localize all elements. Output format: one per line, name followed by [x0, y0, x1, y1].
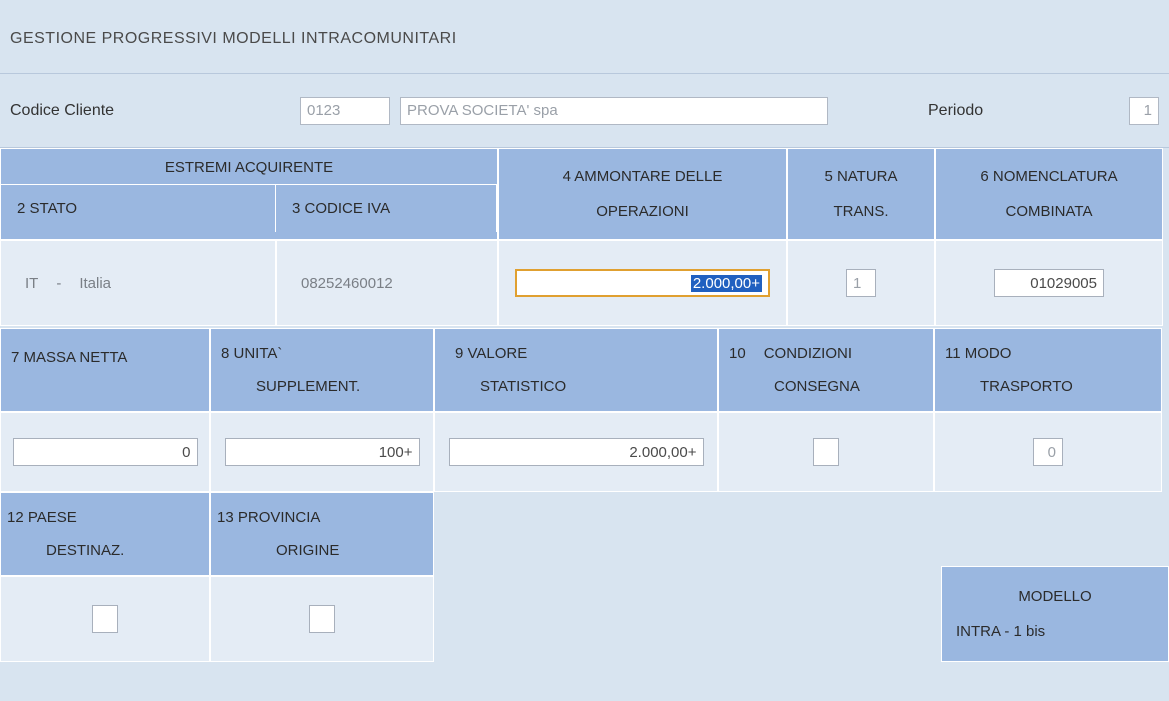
- header-unita-l1: 8 UNITA`: [211, 341, 433, 366]
- header-valore: 9 VALORE STATISTICO: [434, 328, 718, 412]
- value-provincia-cell: [210, 576, 434, 662]
- header-stato: 2 STATO: [1, 184, 276, 232]
- modello-cell: MODELLO INTRA - 1 bis: [941, 576, 1169, 662]
- header-nomenclatura-l1: 6 NOMENCLATURA: [936, 164, 1162, 189]
- periodo-label: Periodo: [928, 102, 1129, 120]
- client-row: Codice Cliente Periodo: [0, 74, 1169, 148]
- header-modo-l2: TRASPORTO: [935, 374, 1161, 399]
- periodo-input[interactable]: [1129, 97, 1159, 125]
- header-estremi: ESTREMI ACQUIRENTE 2 STATO 3 CODICE IVA: [0, 148, 498, 240]
- value-valore-cell: [434, 412, 718, 492]
- header-massa: 7 MASSA NETTA: [0, 328, 210, 412]
- modello-value: INTRA - 1 bis: [956, 623, 1154, 640]
- value-modo-cell: [934, 412, 1162, 492]
- header-valore-l2: STATISTICO: [435, 374, 717, 399]
- header-modo-l1: 11 MODO: [935, 341, 1161, 366]
- form-page: GESTIONE PROGRESSIVI MODELLI INTRACOMUNI…: [0, 0, 1169, 701]
- header-paese: 12 PAESE DESTINAZ.: [0, 492, 210, 576]
- header-modo: 11 MODO TRASPORTO: [934, 328, 1162, 412]
- header-massa-l1: 7 MASSA NETTA: [1, 345, 209, 370]
- client-code-label: Codice Cliente: [10, 102, 300, 120]
- client-name-input[interactable]: [400, 97, 828, 125]
- header-paese-l2: DESTINAZ.: [1, 538, 209, 563]
- value-nomenclatura-cell: [935, 240, 1163, 326]
- header-provincia-l1: 13 PROVINCIA: [211, 505, 433, 530]
- header-natura-l1: 5 NATURA: [788, 164, 934, 189]
- header-natura-l2: TRANS.: [788, 199, 934, 224]
- value-row-1: IT - Italia 08252460012 2.000,00+: [0, 240, 1169, 326]
- natura-input[interactable]: [846, 269, 876, 297]
- value-row-2: [0, 412, 1169, 492]
- provincia-input[interactable]: [309, 605, 335, 633]
- header-ammontare-l1: 4 AMMONTARE DELLE: [499, 164, 786, 189]
- modo-input[interactable]: [1033, 438, 1063, 466]
- ammontare-value: 2.000,00+: [691, 275, 762, 292]
- stato-name: Italia: [79, 275, 111, 292]
- modello-title: MODELLO: [956, 588, 1154, 605]
- value-codice-iva: 08252460012: [276, 240, 498, 326]
- value-stato: IT - Italia: [0, 240, 276, 326]
- header-condizioni: 10 CONDIZIONI CONSEGNA: [718, 328, 934, 412]
- nomenclatura-input[interactable]: [994, 269, 1104, 297]
- header-nomenclatura-l2: COMBINATA: [936, 199, 1162, 224]
- spacer: [434, 492, 1169, 576]
- value-paese-cell: [0, 576, 210, 662]
- header-unita-l2: SUPPLEMENT.: [211, 374, 433, 399]
- condizioni-input[interactable]: [813, 438, 839, 466]
- header-condizioni-l2: CONSEGNA: [719, 374, 933, 399]
- value-natura-cell: [787, 240, 935, 326]
- header-ammontare-l2: OPERAZIONI: [499, 199, 786, 224]
- header-ammontare: 4 AMMONTARE DELLE OPERAZIONI: [498, 148, 787, 240]
- header-row-3: 12 PAESE DESTINAZ. 13 PROVINCIA ORIGINE: [0, 492, 1169, 576]
- header-codice-iva: 3 CODICE IVA: [276, 184, 497, 232]
- massa-input[interactable]: [13, 438, 198, 466]
- value-ammontare-cell: 2.000,00+: [498, 240, 787, 326]
- value-row-3: MODELLO INTRA - 1 bis: [0, 576, 1169, 662]
- valore-input[interactable]: [449, 438, 704, 466]
- header-unita: 8 UNITA` SUPPLEMENT.: [210, 328, 434, 412]
- header-row-1: ESTREMI ACQUIRENTE 2 STATO 3 CODICE IVA …: [0, 148, 1169, 240]
- spacer-2: [434, 576, 941, 662]
- modello-panel: MODELLO INTRA - 1 bis: [941, 566, 1169, 662]
- ammontare-input[interactable]: 2.000,00+: [515, 269, 770, 297]
- header-condizioni-num: 10: [729, 345, 746, 362]
- value-massa-cell: [0, 412, 210, 492]
- header-valore-l1: 9 VALORE: [435, 341, 717, 366]
- header-row-2: 7 MASSA NETTA 8 UNITA` SUPPLEMENT. 9 VAL…: [0, 328, 1169, 412]
- header-paese-l1: 12 PAESE: [1, 505, 209, 530]
- unita-input[interactable]: [225, 438, 420, 466]
- header-natura: 5 NATURA TRANS.: [787, 148, 935, 240]
- header-nomenclatura: 6 NOMENCLATURA COMBINATA: [935, 148, 1163, 240]
- header-provincia: 13 PROVINCIA ORIGINE: [210, 492, 434, 576]
- header-provincia-l2: ORIGINE: [211, 538, 433, 563]
- header-condizioni-l1b: CONDIZIONI: [764, 345, 852, 362]
- stato-code: IT: [25, 275, 38, 292]
- header-estremi-title: ESTREMI ACQUIRENTE: [1, 149, 497, 184]
- paese-input[interactable]: [92, 605, 118, 633]
- page-title: GESTIONE PROGRESSIVI MODELLI INTRACOMUNI…: [0, 0, 1169, 74]
- client-code-input[interactable]: [300, 97, 390, 125]
- stato-sep: -: [56, 275, 61, 292]
- value-condizioni-cell: [718, 412, 934, 492]
- value-unita-cell: [210, 412, 434, 492]
